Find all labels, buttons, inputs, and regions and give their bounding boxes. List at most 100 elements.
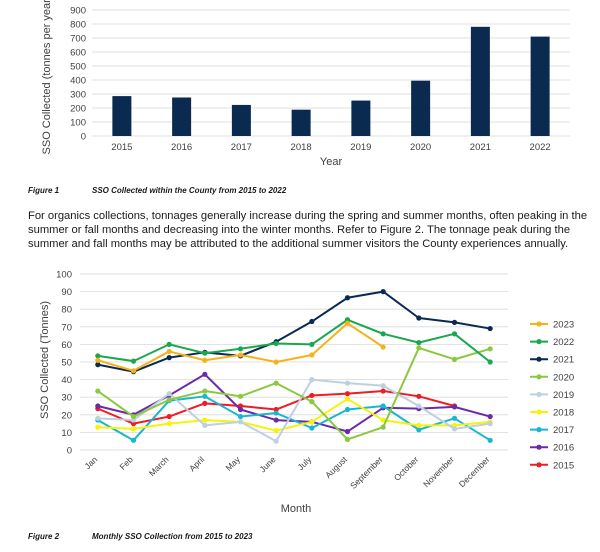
data-point-2020 [416, 345, 422, 351]
series-2017 [95, 393, 493, 443]
legend-marker [536, 427, 542, 433]
data-point-2015 [416, 393, 422, 399]
data-point-2021 [166, 355, 172, 361]
figure-2-number: Figure 2 [28, 532, 60, 541]
data-point-2021 [487, 325, 493, 332]
bar-chart-x-tick-label: 2020 [410, 142, 431, 153]
data-point-2016 [487, 413, 493, 420]
data-point-2016 [273, 417, 279, 423]
legend-item-2020: 2020 [530, 372, 574, 383]
legend-item-2019: 2019 [530, 390, 574, 401]
data-point-2021 [451, 319, 458, 325]
series-2020 [95, 345, 493, 443]
bar-2020 [411, 80, 431, 136]
data-point-2020 [344, 436, 351, 443]
line-chart-x-tick-label: Jan [82, 454, 99, 471]
line-chart-x-tick-label: October [392, 454, 421, 483]
data-point-2023 [202, 357, 208, 363]
legend-label: 2021 [553, 355, 574, 366]
data-point-2015 [380, 388, 386, 394]
data-point-2016 [202, 371, 208, 377]
line-chart-y-tick-label: 50 [61, 358, 72, 369]
data-point-2018 [344, 396, 351, 402]
line-chart-x-tick-label: June [257, 454, 277, 474]
body-paragraph: For organics collections, tonnages gener… [28, 210, 588, 250]
data-point-2016 [451, 404, 458, 410]
data-point-2022 [416, 340, 422, 346]
data-point-2022 [451, 331, 458, 337]
figure-1-caption: Figure 1 SSO Collected within the County … [28, 186, 286, 195]
legend-item-2021: 2021 [530, 355, 574, 366]
legend-marker [536, 339, 542, 345]
data-point-2020 [380, 424, 386, 430]
data-point-2018 [309, 419, 315, 425]
data-point-2017 [237, 413, 244, 420]
data-point-2016 [237, 406, 244, 413]
data-point-2018 [130, 426, 137, 432]
bar-chart-y-tick-label: 800 [70, 20, 86, 31]
bar-chart-y-axis-label: SSO Collected (tonnes per year) [41, 0, 53, 154]
figure-1-number: Figure 1 [28, 186, 60, 195]
bar-chart-x-tick-label: 2021 [470, 142, 491, 153]
data-point-2017 [202, 393, 208, 399]
data-point-2017 [309, 425, 315, 431]
line-chart-x-tick-label: Feb [117, 454, 135, 472]
line-chart-svg: 0 10 20 30 40 50 60 70 80 90 100 Jan Feb March April M… [39, 270, 574, 516]
line-chart-y-tick-label: 0 [67, 446, 72, 457]
data-point-2019 [309, 377, 315, 383]
line-chart-x-tick-label: December [457, 454, 492, 489]
bar-chart-x-tick-label: 2018 [291, 142, 312, 153]
bar-chart-x-tick-label: 2019 [350, 142, 371, 153]
legend-label: 2022 [553, 337, 574, 348]
series-2023 [95, 320, 386, 374]
data-point-2016 [344, 428, 351, 435]
legend-label: 2018 [553, 408, 574, 419]
legend-label: 2017 [553, 425, 574, 436]
bar-chart-y-tick-label: 600 [70, 48, 86, 59]
series-2019 [95, 377, 493, 444]
series-line-2017 [97, 395, 491, 442]
bar-2016 [172, 97, 192, 136]
data-point-2021 [416, 315, 422, 321]
data-point-2020 [95, 388, 101, 394]
data-point-2023 [309, 352, 315, 358]
data-point-2015 [166, 413, 172, 420]
data-point-2019 [202, 422, 208, 428]
data-point-2019 [344, 380, 351, 386]
series-line-2022 [97, 318, 491, 363]
legend-label: 2015 [553, 460, 574, 471]
data-point-2021 [95, 362, 101, 368]
bar-2022 [530, 36, 550, 136]
series-line-2018 [97, 397, 491, 432]
data-point-2022 [309, 341, 315, 347]
data-point-2023 [95, 357, 101, 363]
line-chart-y-tick-label: 40 [61, 375, 72, 386]
bar-2019 [351, 100, 371, 136]
bar-chart-y-tick-label: 100 [70, 118, 86, 129]
series-2021 [95, 289, 493, 375]
line-chart-x-axis-label: Month [281, 503, 312, 515]
data-point-2017 [380, 403, 386, 409]
data-point-2015 [202, 400, 208, 406]
data-point-2016 [95, 403, 101, 409]
line-chart-x-tick-label: May [223, 454, 242, 473]
data-point-2023 [273, 359, 279, 365]
legend-item-2017: 2017 [530, 425, 574, 436]
line-chart-y-tick-label: 90 [61, 287, 72, 298]
series-line-2021 [97, 290, 491, 373]
bar-chart-x-tick-label: 2017 [231, 142, 252, 153]
legend-label: 2020 [553, 372, 574, 383]
data-point-2020 [451, 356, 458, 362]
data-point-2017 [344, 406, 351, 413]
data-point-2020 [273, 380, 279, 386]
data-point-2023 [380, 344, 386, 350]
legend-marker [536, 356, 542, 362]
bar-chart-y-tick-label: 900 [70, 6, 86, 17]
line-chart-x-tick-label: July [295, 454, 313, 472]
legend-label: 2016 [553, 443, 574, 454]
data-point-2019 [166, 391, 172, 397]
data-point-2023 [237, 352, 244, 358]
data-point-2020 [130, 413, 137, 420]
legend-item-2023: 2023 [530, 320, 574, 331]
series-line-2020 [97, 346, 491, 441]
